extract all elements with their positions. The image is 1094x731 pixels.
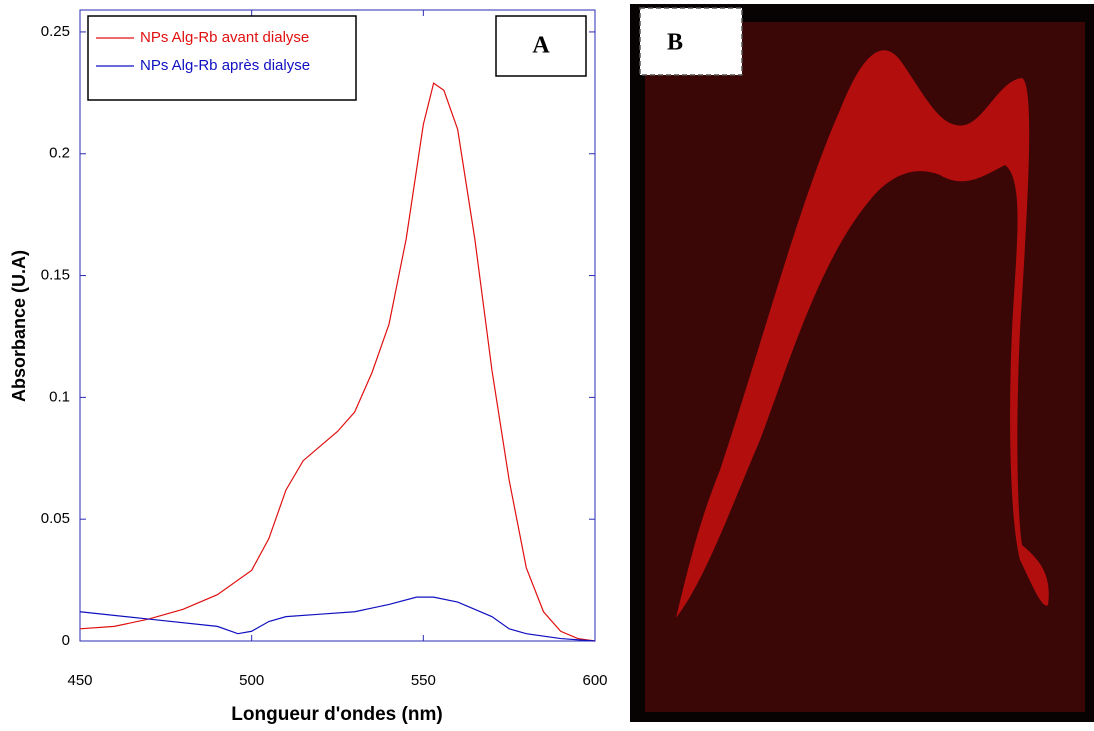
panel-label-box xyxy=(639,7,743,76)
x-axis-label: Longueur d'ondes (nm) xyxy=(231,704,442,725)
panel-label: B xyxy=(667,30,683,56)
y-tick-label: 0.05 xyxy=(41,510,70,527)
x-tick-label: 450 xyxy=(67,672,92,689)
legend-label: NPs Alg-Rb après dialyse xyxy=(140,57,310,74)
x-tick-label: 550 xyxy=(411,672,436,689)
panel-label: A xyxy=(532,33,550,59)
legend-box xyxy=(87,15,357,101)
data-line xyxy=(79,596,596,642)
y-axis-label: Absorbance (U.A) xyxy=(9,250,29,402)
y-tick-label: 0.25 xyxy=(41,23,70,40)
sample-shape xyxy=(676,50,1049,618)
y-tick-label: 0.15 xyxy=(41,267,70,284)
legend-label: NPs Alg-Rb avant dialyse xyxy=(140,29,309,46)
x-tick-label: 500 xyxy=(239,672,264,689)
y-tick-label: 0.2 xyxy=(49,145,70,162)
y-tick-label: 0 xyxy=(62,632,70,649)
y-tick-label: 0.1 xyxy=(49,388,70,405)
panel-label-box xyxy=(495,15,587,77)
plot-frame xyxy=(79,9,596,642)
data-line xyxy=(79,82,596,642)
x-tick-label: 600 xyxy=(582,672,607,689)
